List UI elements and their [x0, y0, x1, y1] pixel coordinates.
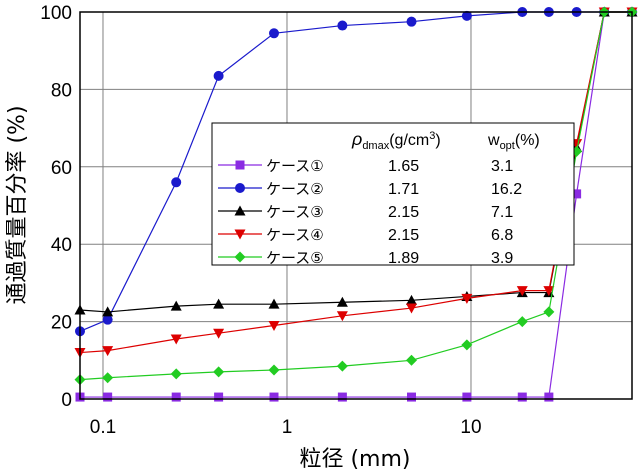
- x-tick-label: 0.1: [90, 417, 116, 438]
- legend-rho-value: 2.15: [388, 204, 419, 221]
- data-point: [170, 300, 182, 311]
- data-point: [103, 392, 113, 402]
- y-tick-label: 0: [61, 390, 72, 411]
- data-point: [102, 346, 114, 357]
- legend-rho-value: 2.15: [388, 227, 419, 244]
- legend-series-name: ケース③: [266, 203, 324, 221]
- legend-w-value: 6.8: [491, 227, 513, 244]
- y-tick-label: 60: [51, 158, 72, 179]
- legend-entry: ケース② 1.71 16.2: [218, 180, 522, 198]
- data-point: [269, 392, 279, 402]
- legend-entry: ケース④ 2.15 6.8: [218, 226, 513, 244]
- y-axis-label: 通過質量百分率 (%): [5, 105, 30, 304]
- y-tick-label: 40: [51, 235, 72, 256]
- data-point: [516, 316, 528, 328]
- legend-header-rho: ρdmax(g/cm3): [351, 129, 441, 152]
- legend-entry: ケース① 1.65 3.1: [218, 157, 513, 175]
- data-point: [406, 303, 418, 314]
- data-point: [102, 314, 113, 325]
- y-tick-label: 100: [40, 3, 72, 24]
- y-tick-label: 80: [51, 80, 72, 101]
- data-point: [337, 392, 347, 402]
- data-point: [406, 16, 417, 27]
- x-tick-label: 10: [460, 417, 481, 438]
- data-point: [461, 339, 473, 351]
- legend-header-w: wopt(%): [487, 132, 540, 152]
- legend-box: [211, 122, 575, 266]
- data-point: [406, 294, 418, 305]
- data-point: [268, 298, 280, 309]
- legend-rho-value: 1.71: [388, 181, 419, 198]
- legend-series-name: ケース①: [266, 157, 324, 175]
- data-point: [213, 366, 225, 378]
- data-point: [336, 296, 348, 307]
- legend-entry: ケース③ 2.15 7.1: [218, 203, 513, 221]
- data-point: [543, 286, 555, 297]
- legend-w-value: 3.9: [491, 250, 513, 267]
- data-point: [170, 368, 182, 380]
- data-point: [544, 392, 554, 402]
- data-point: [269, 28, 280, 39]
- data-point: [268, 364, 280, 376]
- legend-series-name: ケース②: [266, 180, 324, 198]
- legend-rho-value: 1.89: [388, 250, 419, 267]
- series-4: [74, 7, 638, 359]
- data-point: [170, 334, 182, 345]
- data-point: [462, 392, 472, 402]
- data-point: [234, 251, 246, 263]
- data-point: [214, 392, 224, 402]
- data-point: [407, 392, 417, 402]
- y-tick-label: 20: [51, 313, 72, 334]
- data-point: [516, 286, 528, 297]
- data-point: [543, 306, 555, 318]
- data-point: [461, 293, 473, 304]
- data-point: [234, 229, 246, 240]
- data-point: [572, 189, 582, 199]
- legend-rho-value: 1.65: [388, 158, 419, 175]
- data-point: [461, 10, 472, 21]
- data-point: [234, 205, 246, 216]
- data-point: [213, 70, 224, 81]
- data-point: [235, 183, 245, 193]
- legend-w-value: 7.1: [491, 204, 513, 221]
- data-point: [102, 306, 114, 317]
- data-point: [171, 392, 181, 402]
- x-tick-label: 1: [282, 417, 293, 438]
- data-point: [102, 372, 114, 384]
- x-axis-label: 粒径 (mm): [299, 447, 410, 472]
- legend-w-value: 16.2: [491, 181, 522, 198]
- legend-w-value: 3.1: [491, 158, 513, 175]
- data-point: [235, 160, 245, 170]
- data-point: [336, 360, 348, 372]
- data-point: [406, 354, 418, 366]
- legend: ρdmax(g/cm3) wopt(%) ケース① 1.65 3.1 ケース② 1.71 16…: [211, 122, 575, 267]
- data-point: [171, 177, 182, 188]
- legend-series-name: ケース④: [266, 226, 324, 244]
- legend-entry: ケース⑤ 1.89 3.9: [218, 249, 513, 267]
- data-point: [517, 392, 527, 402]
- data-point: [213, 328, 225, 339]
- data-point: [337, 20, 348, 31]
- plot-frame: [79, 11, 633, 400]
- legend-series-name: ケース⑤: [266, 249, 324, 267]
- data-point: [336, 311, 348, 322]
- data-point: [268, 320, 280, 331]
- data-point: [213, 298, 225, 309]
